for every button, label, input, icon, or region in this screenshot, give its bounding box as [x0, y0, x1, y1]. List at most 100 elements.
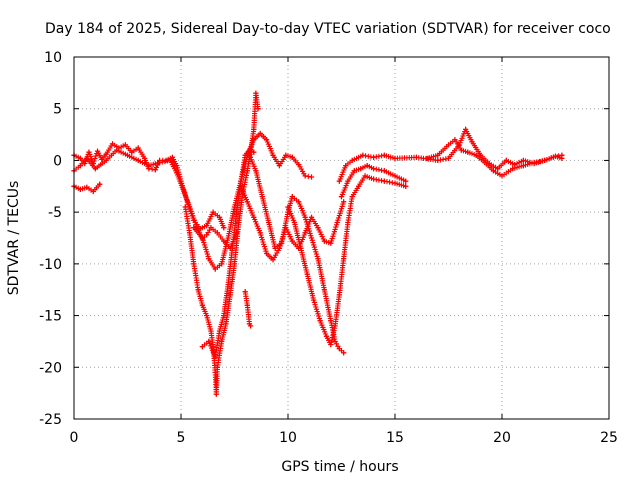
data-point	[259, 194, 265, 200]
data-point	[278, 240, 285, 246]
data-point	[257, 130, 263, 137]
data-point	[356, 183, 362, 189]
series-arc-1	[71, 141, 227, 232]
data-point	[216, 328, 223, 334]
y-tick-label: -25	[39, 412, 62, 428]
data-point	[338, 194, 345, 200]
data-point	[221, 238, 227, 244]
y-tick-label: -15	[39, 309, 62, 325]
data-point	[473, 152, 479, 158]
data-point	[182, 204, 188, 210]
data-point	[403, 178, 409, 184]
data-point	[264, 137, 270, 143]
data-point	[103, 157, 109, 164]
data-point	[336, 178, 342, 184]
data-point	[86, 149, 92, 155]
data-point	[490, 168, 497, 174]
data-point	[289, 154, 295, 160]
data-point	[270, 257, 276, 263]
data-point	[204, 312, 210, 319]
x-tick-label: 5	[177, 430, 186, 446]
data-point	[227, 292, 233, 298]
data-point	[244, 199, 250, 205]
marker-trace	[242, 289, 254, 329]
data-point	[135, 157, 141, 164]
data-point	[371, 154, 377, 160]
data-point	[169, 154, 176, 160]
data-point	[270, 152, 276, 158]
data-point	[206, 338, 212, 345]
data-point	[392, 180, 398, 186]
data-point	[289, 238, 295, 244]
y-tick-label: 5	[53, 102, 62, 118]
grid	[74, 57, 609, 419]
data-point	[452, 137, 458, 143]
data-point	[210, 209, 216, 215]
data-point	[302, 214, 308, 220]
y-tick-label: -20	[39, 360, 62, 376]
data-point	[358, 166, 364, 172]
data-point	[499, 173, 505, 179]
data-series	[71, 90, 565, 397]
data-point	[302, 230, 308, 236]
data-point	[238, 178, 244, 184]
data-point	[424, 155, 430, 161]
data-point	[266, 219, 272, 226]
data-point	[255, 106, 261, 112]
data-point	[315, 225, 321, 231]
data-point	[174, 163, 180, 169]
data-point	[264, 250, 270, 257]
data-point	[283, 152, 289, 158]
data-point	[315, 256, 321, 262]
series-arc-12	[336, 126, 565, 184]
series-arc-13	[424, 137, 565, 179]
data-point	[99, 156, 105, 162]
data-point	[213, 391, 219, 397]
marker-trace	[71, 141, 227, 232]
data-point	[345, 219, 351, 226]
data-point	[199, 235, 205, 241]
data-point	[463, 126, 469, 132]
data-point	[531, 159, 537, 166]
data-point	[236, 219, 242, 226]
y-tick-label: 0	[53, 153, 62, 169]
data-point	[167, 157, 173, 164]
y-tick-label: 10	[44, 50, 62, 66]
series-arc-6	[242, 289, 254, 329]
data-point	[253, 90, 259, 96]
data-point	[186, 230, 193, 236]
data-point	[276, 163, 283, 169]
data-point	[251, 137, 257, 143]
data-point	[328, 341, 334, 348]
data-point	[343, 163, 349, 169]
data-point	[328, 318, 334, 324]
data-point	[191, 225, 197, 231]
data-point	[321, 287, 327, 293]
data-point	[199, 344, 205, 350]
data-point	[84, 155, 90, 161]
series-arc-10	[285, 173, 409, 348]
data-point	[520, 157, 526, 164]
data-point	[285, 204, 291, 210]
data-point	[289, 194, 295, 200]
data-point	[244, 302, 250, 308]
data-point	[103, 151, 109, 157]
data-point	[469, 139, 475, 145]
data-point	[304, 271, 310, 277]
data-point	[510, 166, 516, 172]
x-tick-label: 25	[600, 430, 618, 446]
data-point	[332, 323, 338, 329]
data-point	[336, 346, 342, 352]
data-point	[77, 163, 84, 169]
data-point	[435, 152, 441, 158]
data-point	[272, 245, 278, 251]
data-point	[364, 163, 370, 169]
data-point	[381, 168, 387, 174]
series-arc-5	[199, 147, 257, 360]
data-point	[204, 232, 210, 238]
x-tick-label: 10	[279, 430, 297, 446]
data-point	[219, 338, 225, 345]
data-point	[332, 338, 338, 345]
data-point	[246, 152, 253, 158]
